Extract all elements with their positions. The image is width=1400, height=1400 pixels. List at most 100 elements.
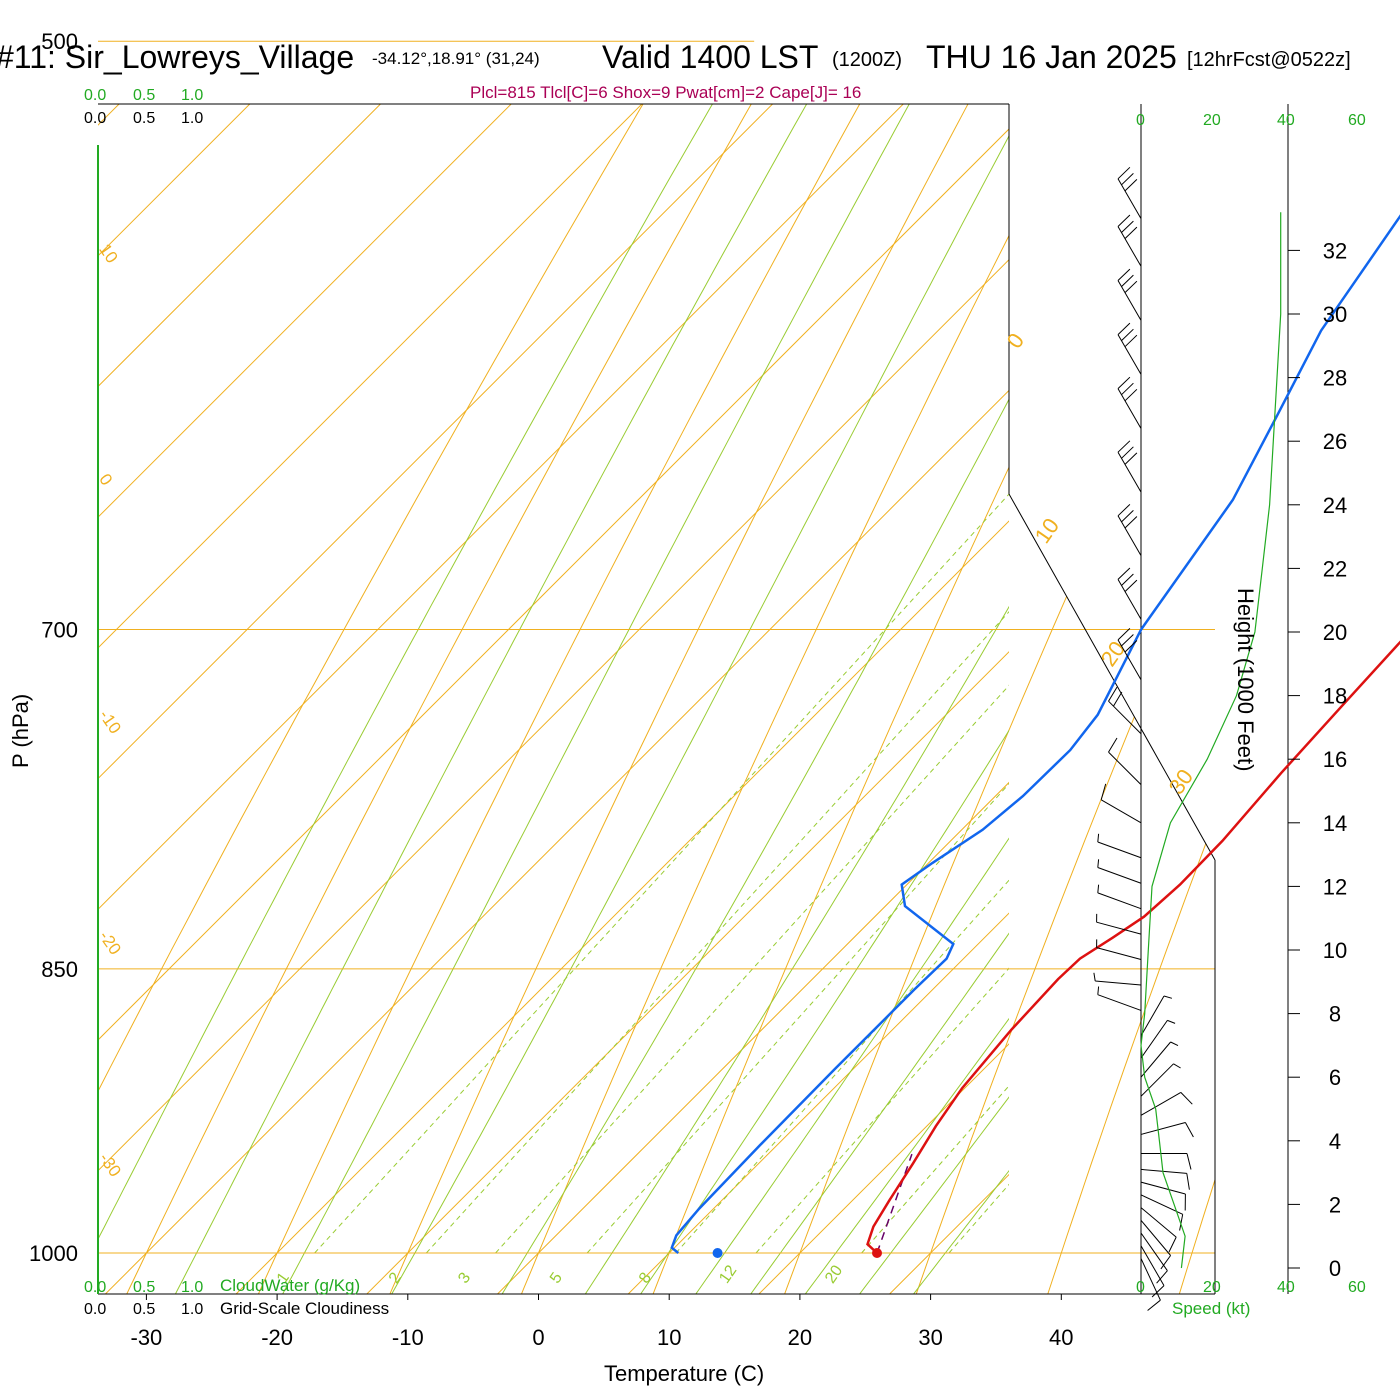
dry-adiabat-line [201,104,1215,1294]
plot-frame [98,103,1289,1295]
surface-temperature-dot [872,1248,883,1258]
cloud-top-black-2: 1.0 [181,110,203,127]
isotherm-line [627,912,1009,1294]
wind-barb [1117,567,1142,620]
cloud-top-black-1: 0.5 [133,110,155,127]
wind-barb [1117,440,1142,493]
wind-barb [1140,1258,1161,1311]
valid-date: THU 16 Jan 2025 [926,39,1177,75]
mixing-ratio-label: 12 [716,1262,740,1286]
height-tick-label: 22 [1323,556,1347,581]
moist-adiabat-line [750,932,1009,1294]
isotherm-line [1156,0,1400,1400]
temperature-tick-label: 30 [918,1325,942,1350]
speed-top-40: 40 [1277,112,1295,129]
wind-barb [1108,686,1142,735]
dry-adiabat-line [872,104,1215,1294]
speed-bottom-0: 0 [1136,1279,1145,1296]
cloud-bottom-green-2: 1.0 [181,1279,203,1296]
stability-indices: Plcl=815 Tlcl[C]=6 Shox=9 Pwat[cm]=2 Cap… [470,83,861,102]
wind-barb [1096,913,1142,935]
pressure-tick-label: 700 [41,617,78,642]
wind-barb [1140,1041,1179,1078]
moist-adiabat-line [804,1017,1009,1294]
cloud-bottom-green-1: 0.5 [133,1279,155,1296]
dry-adiabat-line [335,104,1215,1294]
wind-barb [1140,1063,1181,1097]
speed-top-20: 20 [1203,112,1221,129]
station-coords: -34.12°,18.91° (31,24) [372,49,540,68]
mixing-ratio-line [425,611,1009,1254]
temperature-tick-label: 40 [1049,1325,1073,1350]
mixing-ratio-line [314,493,1009,1254]
wind-barb [1140,1122,1194,1138]
isotherm-label: -20 [95,927,125,958]
speed-bottom-60: 60 [1348,1279,1366,1296]
height-tick-label: 18 [1323,684,1347,709]
station-title: #11: Sir_Lowreys_Village [0,39,354,75]
wind-barb [1140,1219,1172,1270]
cloud-bottom-black-1: 0.5 [133,1301,155,1318]
temperature-tick-label: 20 [788,1325,812,1350]
moist-adiabat-line [282,104,910,1294]
mixing-ratio-line [755,967,1009,1254]
mixing-ratio-line [675,879,1009,1254]
wind-barb [1140,1153,1192,1170]
moist-adiabat-line [695,837,1009,1294]
cloud-top-green-2: 1.0 [181,87,203,104]
isotherm-label: 10 [95,240,121,266]
height-tick-label: 8 [1329,1002,1341,1027]
dry-adiabat-line [738,104,1215,1294]
sounding-profiles [670,214,1400,1258]
wind-barb [1117,268,1142,321]
wind-barb [1093,972,1142,986]
wind-barb [1097,986,1142,1011]
temperature-tick-label: 0 [532,1325,544,1350]
temperature-tick-label: -30 [131,1325,163,1350]
x-axis-label: Temperature (C) [604,1361,764,1386]
height-tick-label: 6 [1329,1065,1341,1090]
moist-adiabat-line [640,729,1009,1294]
valid-time: Valid 1400 LST [602,39,818,75]
dry-adiabat-line [1007,104,1215,1294]
temperature-line [866,640,1400,1254]
wind-barb [1117,166,1142,219]
height-tick-label: 24 [1323,493,1347,518]
parcel-path [876,1153,913,1254]
cloud-top-black-0: 0.0 [84,110,106,127]
dry-adiabat-labels: 0 10 20 30 [1002,328,1199,798]
moist-adiabat-line [98,104,714,1241]
dry-adiabat-label: 0 [1002,328,1030,352]
height-tick-label: 4 [1329,1129,1341,1154]
height-tick-label: 0 [1329,1256,1341,1281]
wind-barb [1140,1168,1190,1190]
moist-adiabat-grid [98,104,1009,1294]
wind-speed-profile [1140,212,1282,1269]
moist-adiabat-line [174,104,808,1294]
moist-adiabat-line [912,1169,1009,1294]
height-tick-label: 12 [1323,874,1347,899]
mixing-ratio-label: 8 [636,1270,655,1287]
wind-barb [1140,1207,1177,1253]
speed-scale-bottom: 0 20 40 60 Speed (kt) [1136,1279,1366,1318]
dry-adiabat-line [1141,104,1215,1294]
wind-barb [1117,376,1142,429]
height-tick-label: 16 [1323,747,1347,772]
moist-adiabat-line [859,1096,1009,1294]
mixing-ratio-label: 2 [386,1270,405,1287]
height-tick-label: 28 [1323,366,1347,391]
y-axis-label: P (hPa) [8,694,33,768]
wind-barb [1100,783,1142,824]
cloud-bottom-black-2: 1.0 [181,1301,203,1318]
mixing-ratio-grid [314,493,1009,1254]
moist-adiabat-line [584,605,1009,1294]
mixing-ratio-label: 5 [547,1270,566,1287]
dry-adiabat-line [469,104,1215,1294]
isotherm-line [496,781,1009,1294]
